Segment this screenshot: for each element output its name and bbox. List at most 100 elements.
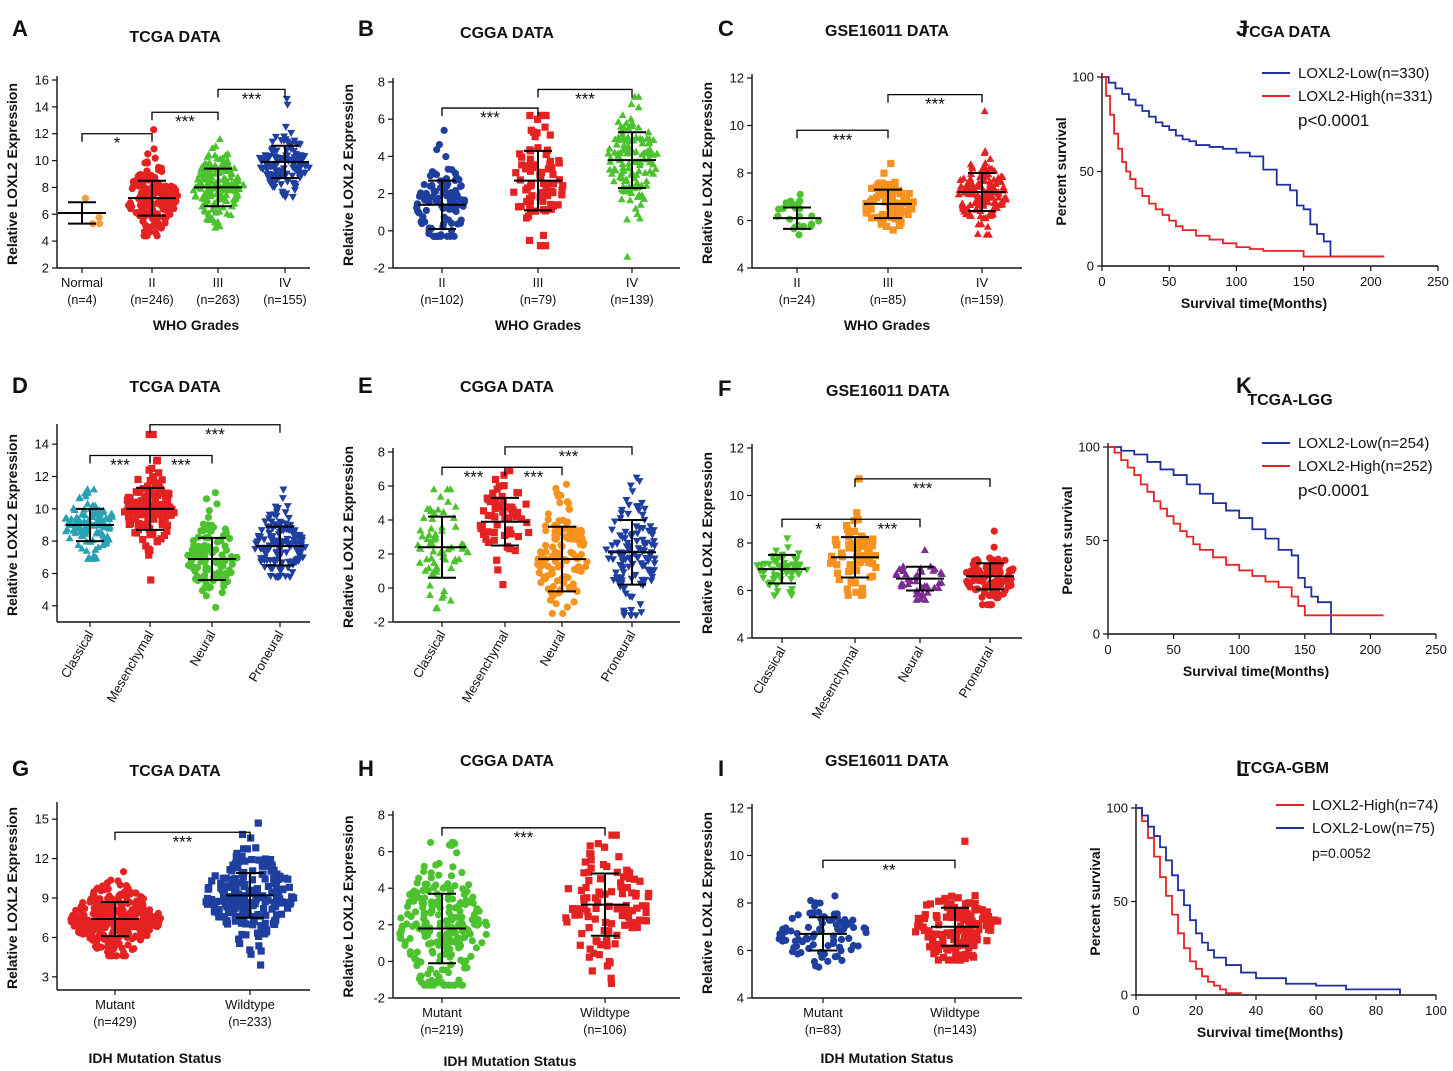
data-point [151,507,159,515]
data-point [787,927,795,935]
data-point [636,200,645,208]
data-point [95,506,104,514]
data-point [982,563,990,572]
data-point [891,179,899,187]
data-point [982,921,991,929]
data-point [920,926,929,934]
data-point [617,883,625,891]
data-point [623,252,632,260]
x-axis-title: Survival time(Months) [1197,1024,1343,1040]
data-point [618,890,627,898]
data-point [616,904,624,912]
data-point [221,176,230,184]
data-point [300,153,309,161]
data-point [982,172,991,180]
data-point [843,525,851,533]
legend-label: LOXL2-High(n=74) [1312,797,1438,814]
data-point [65,534,74,542]
bracket-line [504,466,563,476]
x-tick-label: 100 [1425,1003,1447,1018]
data-point [851,579,859,587]
data-point [880,169,888,177]
data-point [75,493,84,501]
x-tick-label: Neural [536,628,568,669]
data-point [71,528,80,536]
data-point [585,924,593,932]
data-point [644,128,653,136]
x-tick-label: Neural [894,644,926,685]
data-point [793,929,801,938]
data-point [558,191,566,199]
x-tick-label: Proneural [955,644,996,700]
points-iv [255,95,314,201]
data-point [450,557,459,565]
data-point [837,549,846,557]
data-point [213,500,221,508]
data-point [912,928,920,936]
data-point [243,902,251,911]
data-point [126,890,135,898]
data-point [79,899,87,907]
data-point [421,880,429,888]
data-point [95,528,104,536]
data-point [600,843,609,851]
data-point [204,564,212,572]
y-tick-label: 12 [35,469,49,484]
data-point [542,150,550,159]
y-tick-label: 6 [42,930,49,945]
data-point [896,212,904,221]
panel-b: B CGGA DATA -2 0 2 4 6 8 Relative LOXL2 Expressi… [340,16,680,333]
data-point [541,123,549,131]
data-point [887,207,895,215]
data-point [157,224,166,232]
data-point [281,123,290,131]
data-point [190,541,198,549]
x-tick-label: Classical [58,628,97,681]
y-tick-label: 14 [35,437,49,452]
data-point [929,942,938,950]
data-point [987,926,995,934]
data-point [582,883,590,892]
data-point [102,537,111,545]
data-point [427,554,436,562]
data-point [203,195,212,203]
data-point [988,591,996,599]
data-point [921,911,929,919]
data-point [484,496,492,504]
data-point [94,543,103,551]
data-point [226,893,234,901]
data-point [231,917,240,925]
bracket-line [217,88,286,98]
data-point [411,908,420,916]
significance-bracket: *** [114,831,251,851]
data-point [952,949,960,957]
data-point [542,526,550,535]
data-point [416,526,425,534]
data-point [967,934,975,942]
data-point [254,819,262,827]
y-tick-label: 10 [730,488,744,503]
data-point [272,508,281,516]
data-point [844,591,852,599]
data-point [461,964,469,972]
data-point [132,919,140,927]
data-point [418,532,427,540]
data-point [627,612,636,620]
data-point [950,928,958,937]
data-point [221,525,229,533]
data-point [239,845,248,853]
x-tick-label: 200 [1360,642,1382,657]
data-point [443,966,451,974]
data-point [272,512,281,520]
data-point [843,585,851,593]
data-point [243,845,251,853]
data-point [407,912,415,921]
data-point [553,577,562,585]
data-point [527,180,535,188]
significance-stars: *** [480,108,500,127]
data-point [939,953,948,961]
y-tick-label: 3 [42,969,49,984]
data-point [990,527,998,535]
data-point [149,530,157,538]
